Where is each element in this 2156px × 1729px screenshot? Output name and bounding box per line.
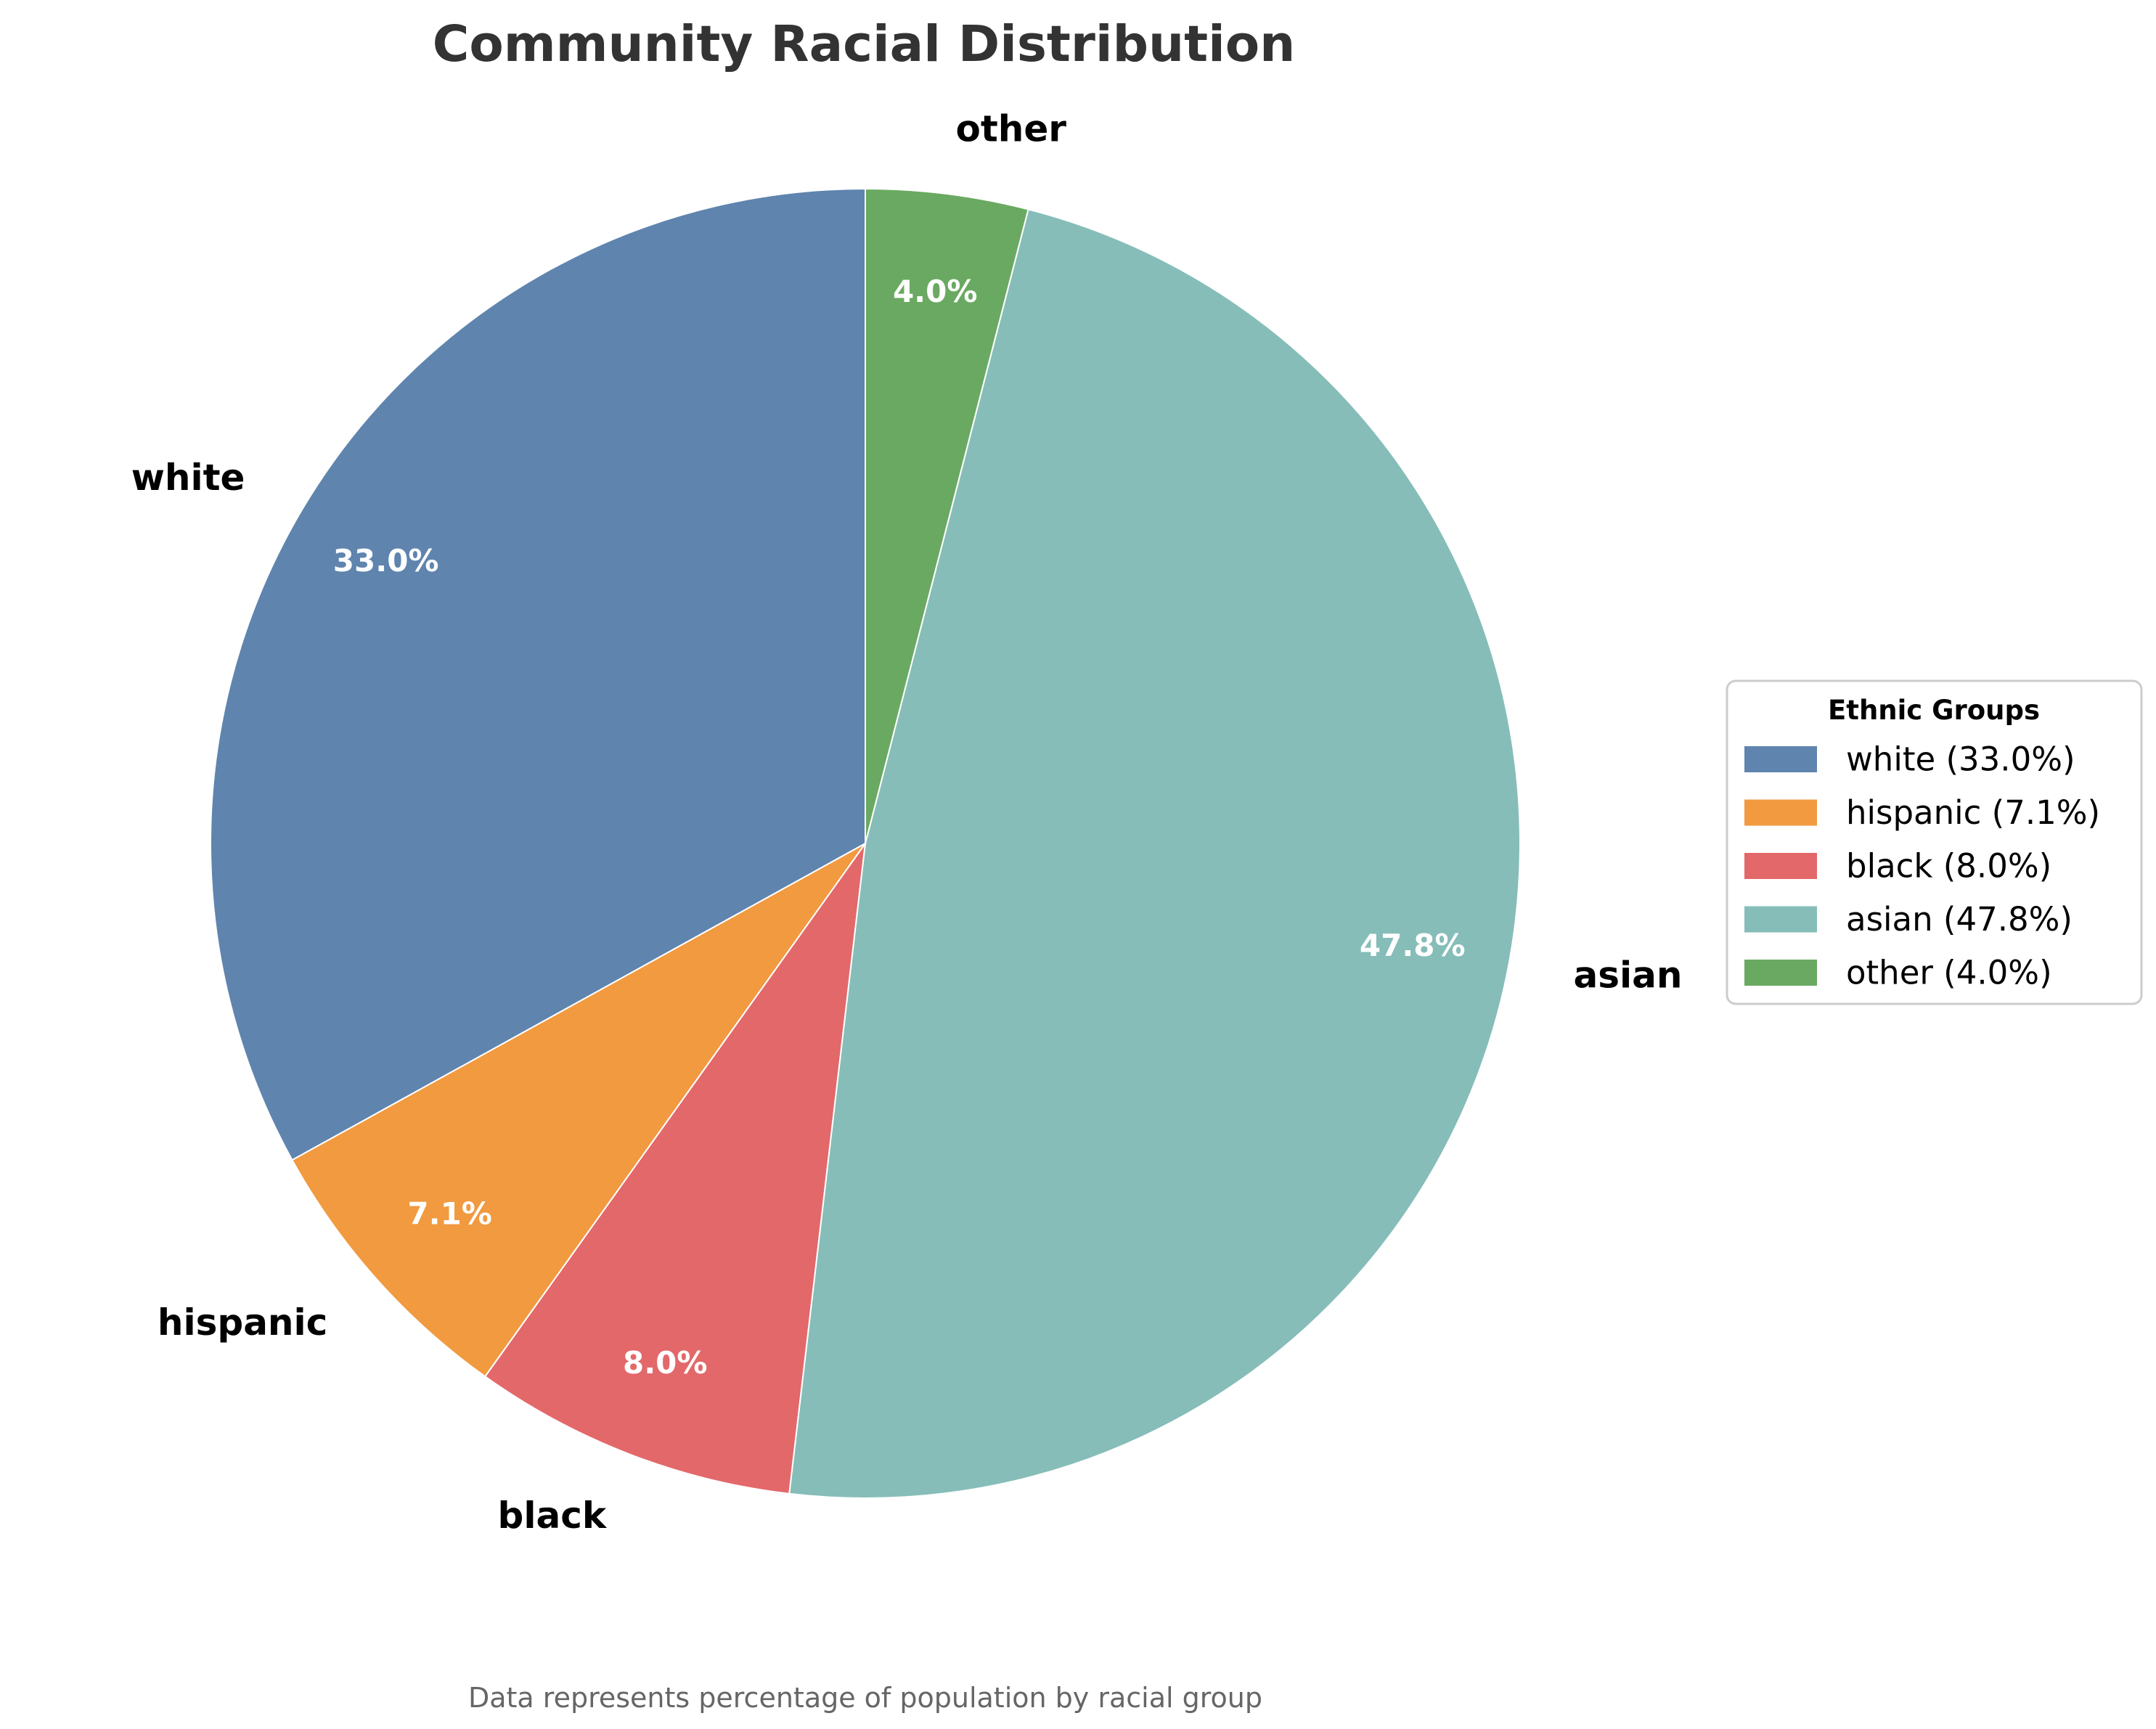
legend-swatch-black xyxy=(1744,853,1817,879)
pie-slice-black xyxy=(483,843,866,1495)
legend-swatch-other xyxy=(1744,960,1817,986)
slice-label-other: other xyxy=(955,108,1066,150)
legend: Ethnic Groups white (33.0%) hispanic (7.1… xyxy=(1726,679,2143,1005)
pie-slice-hispanic xyxy=(291,843,866,1378)
legend-label-hispanic: hispanic (7.1%) xyxy=(1846,793,2100,832)
slice-label-black: black xyxy=(498,1495,608,1537)
pie-slices xyxy=(210,187,1521,1499)
slice-label-white: white xyxy=(131,457,245,499)
pie-slice-white xyxy=(210,187,866,1161)
legend-swatch-white xyxy=(1744,746,1817,772)
legend-swatch-asian xyxy=(1744,906,1817,933)
footnote: Data represents percentage of population… xyxy=(468,1682,1262,1714)
percent-label-white: 33.0% xyxy=(333,543,439,579)
pie-slice-asian xyxy=(788,208,1521,1499)
legend-label-black: black (8.0%) xyxy=(1846,847,2051,886)
slice-labels: white hispanic black asian other xyxy=(131,108,1683,1537)
slice-label-hispanic: hispanic xyxy=(158,1301,327,1344)
legend-label-other: other (4.0%) xyxy=(1846,954,2052,992)
legend-box xyxy=(1726,679,2143,1005)
legend-title: Ethnic Groups xyxy=(1828,695,2040,726)
percent-label-hispanic: 7.1% xyxy=(407,1196,491,1232)
pie-slice-other xyxy=(865,187,1029,844)
legend-swatch-hispanic xyxy=(1744,799,1817,826)
percent-labels: 33.0% 7.1% 8.0% 47.8% 4.0% xyxy=(333,274,1466,1381)
legend-entries: white (33.0%) hispanic (7.1%) black (8.0%)… xyxy=(1744,740,2100,992)
percent-label-black: 8.0% xyxy=(623,1345,707,1381)
chart-title: Community Racial Distribution xyxy=(433,15,1296,73)
legend-label-white: white (33.0%) xyxy=(1846,740,2075,779)
percent-label-other: 4.0% xyxy=(893,274,977,309)
slice-label-asian: asian xyxy=(1573,955,1682,997)
percent-label-asian: 47.8% xyxy=(1360,928,1466,963)
legend-label-asian: asian (47.8%) xyxy=(1846,900,2073,939)
